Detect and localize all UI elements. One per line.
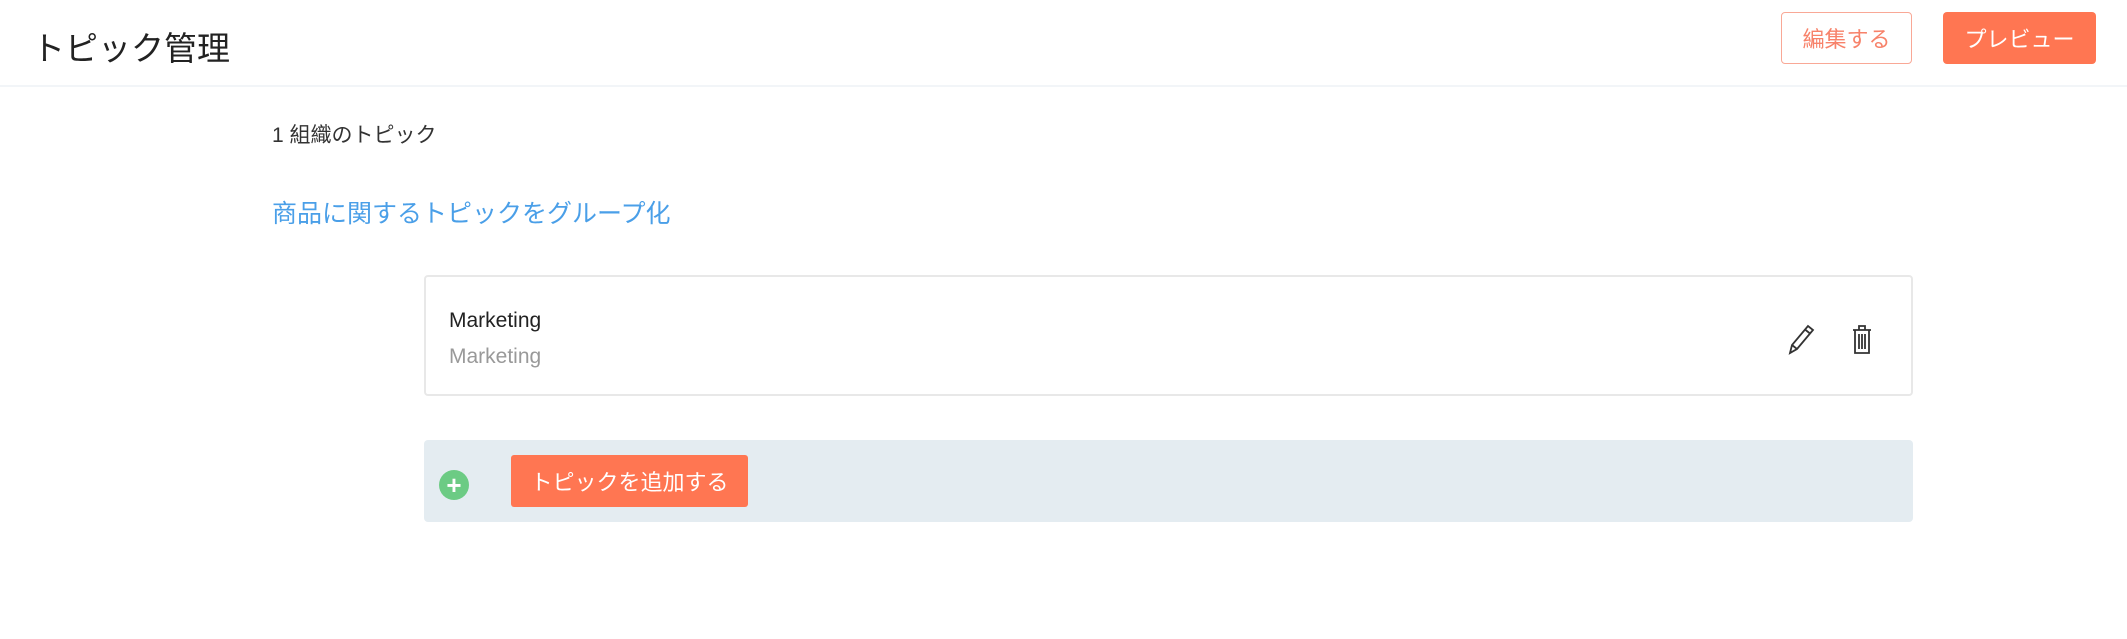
add-topic-row: + トピックを追加する	[424, 440, 1913, 522]
topic-description: Marketing	[449, 345, 542, 368]
pencil-icon[interactable]	[1784, 321, 1816, 357]
page-title: トピック管理	[32, 30, 230, 67]
plus-circle-icon[interactable]: +	[439, 470, 469, 500]
edit-button[interactable]: 編集する	[1781, 12, 1912, 64]
add-topic-button[interactable]: トピックを追加する	[511, 455, 748, 507]
group-topics-link[interactable]: 商品に関するトピックをグループ化	[272, 200, 671, 228]
topic-card: Marketing Marketing	[424, 275, 1913, 396]
topic-name: Marketing	[449, 309, 542, 332]
trash-icon[interactable]	[1846, 321, 1878, 357]
header: トピック管理 編集する プレビュー	[0, 0, 2127, 87]
preview-button[interactable]: プレビュー	[1943, 12, 2096, 64]
topic-count: 1 組織のトピック	[272, 124, 437, 147]
